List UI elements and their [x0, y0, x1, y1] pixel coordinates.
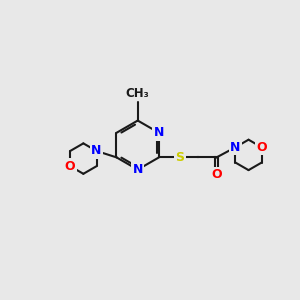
- Text: O: O: [256, 141, 267, 154]
- Text: N: N: [91, 145, 102, 158]
- Text: N: N: [154, 126, 164, 139]
- Text: N: N: [133, 163, 143, 176]
- Text: CH₃: CH₃: [126, 87, 150, 100]
- Text: O: O: [211, 168, 222, 181]
- Text: S: S: [175, 151, 184, 164]
- Text: N: N: [230, 141, 241, 154]
- Text: O: O: [65, 160, 76, 173]
